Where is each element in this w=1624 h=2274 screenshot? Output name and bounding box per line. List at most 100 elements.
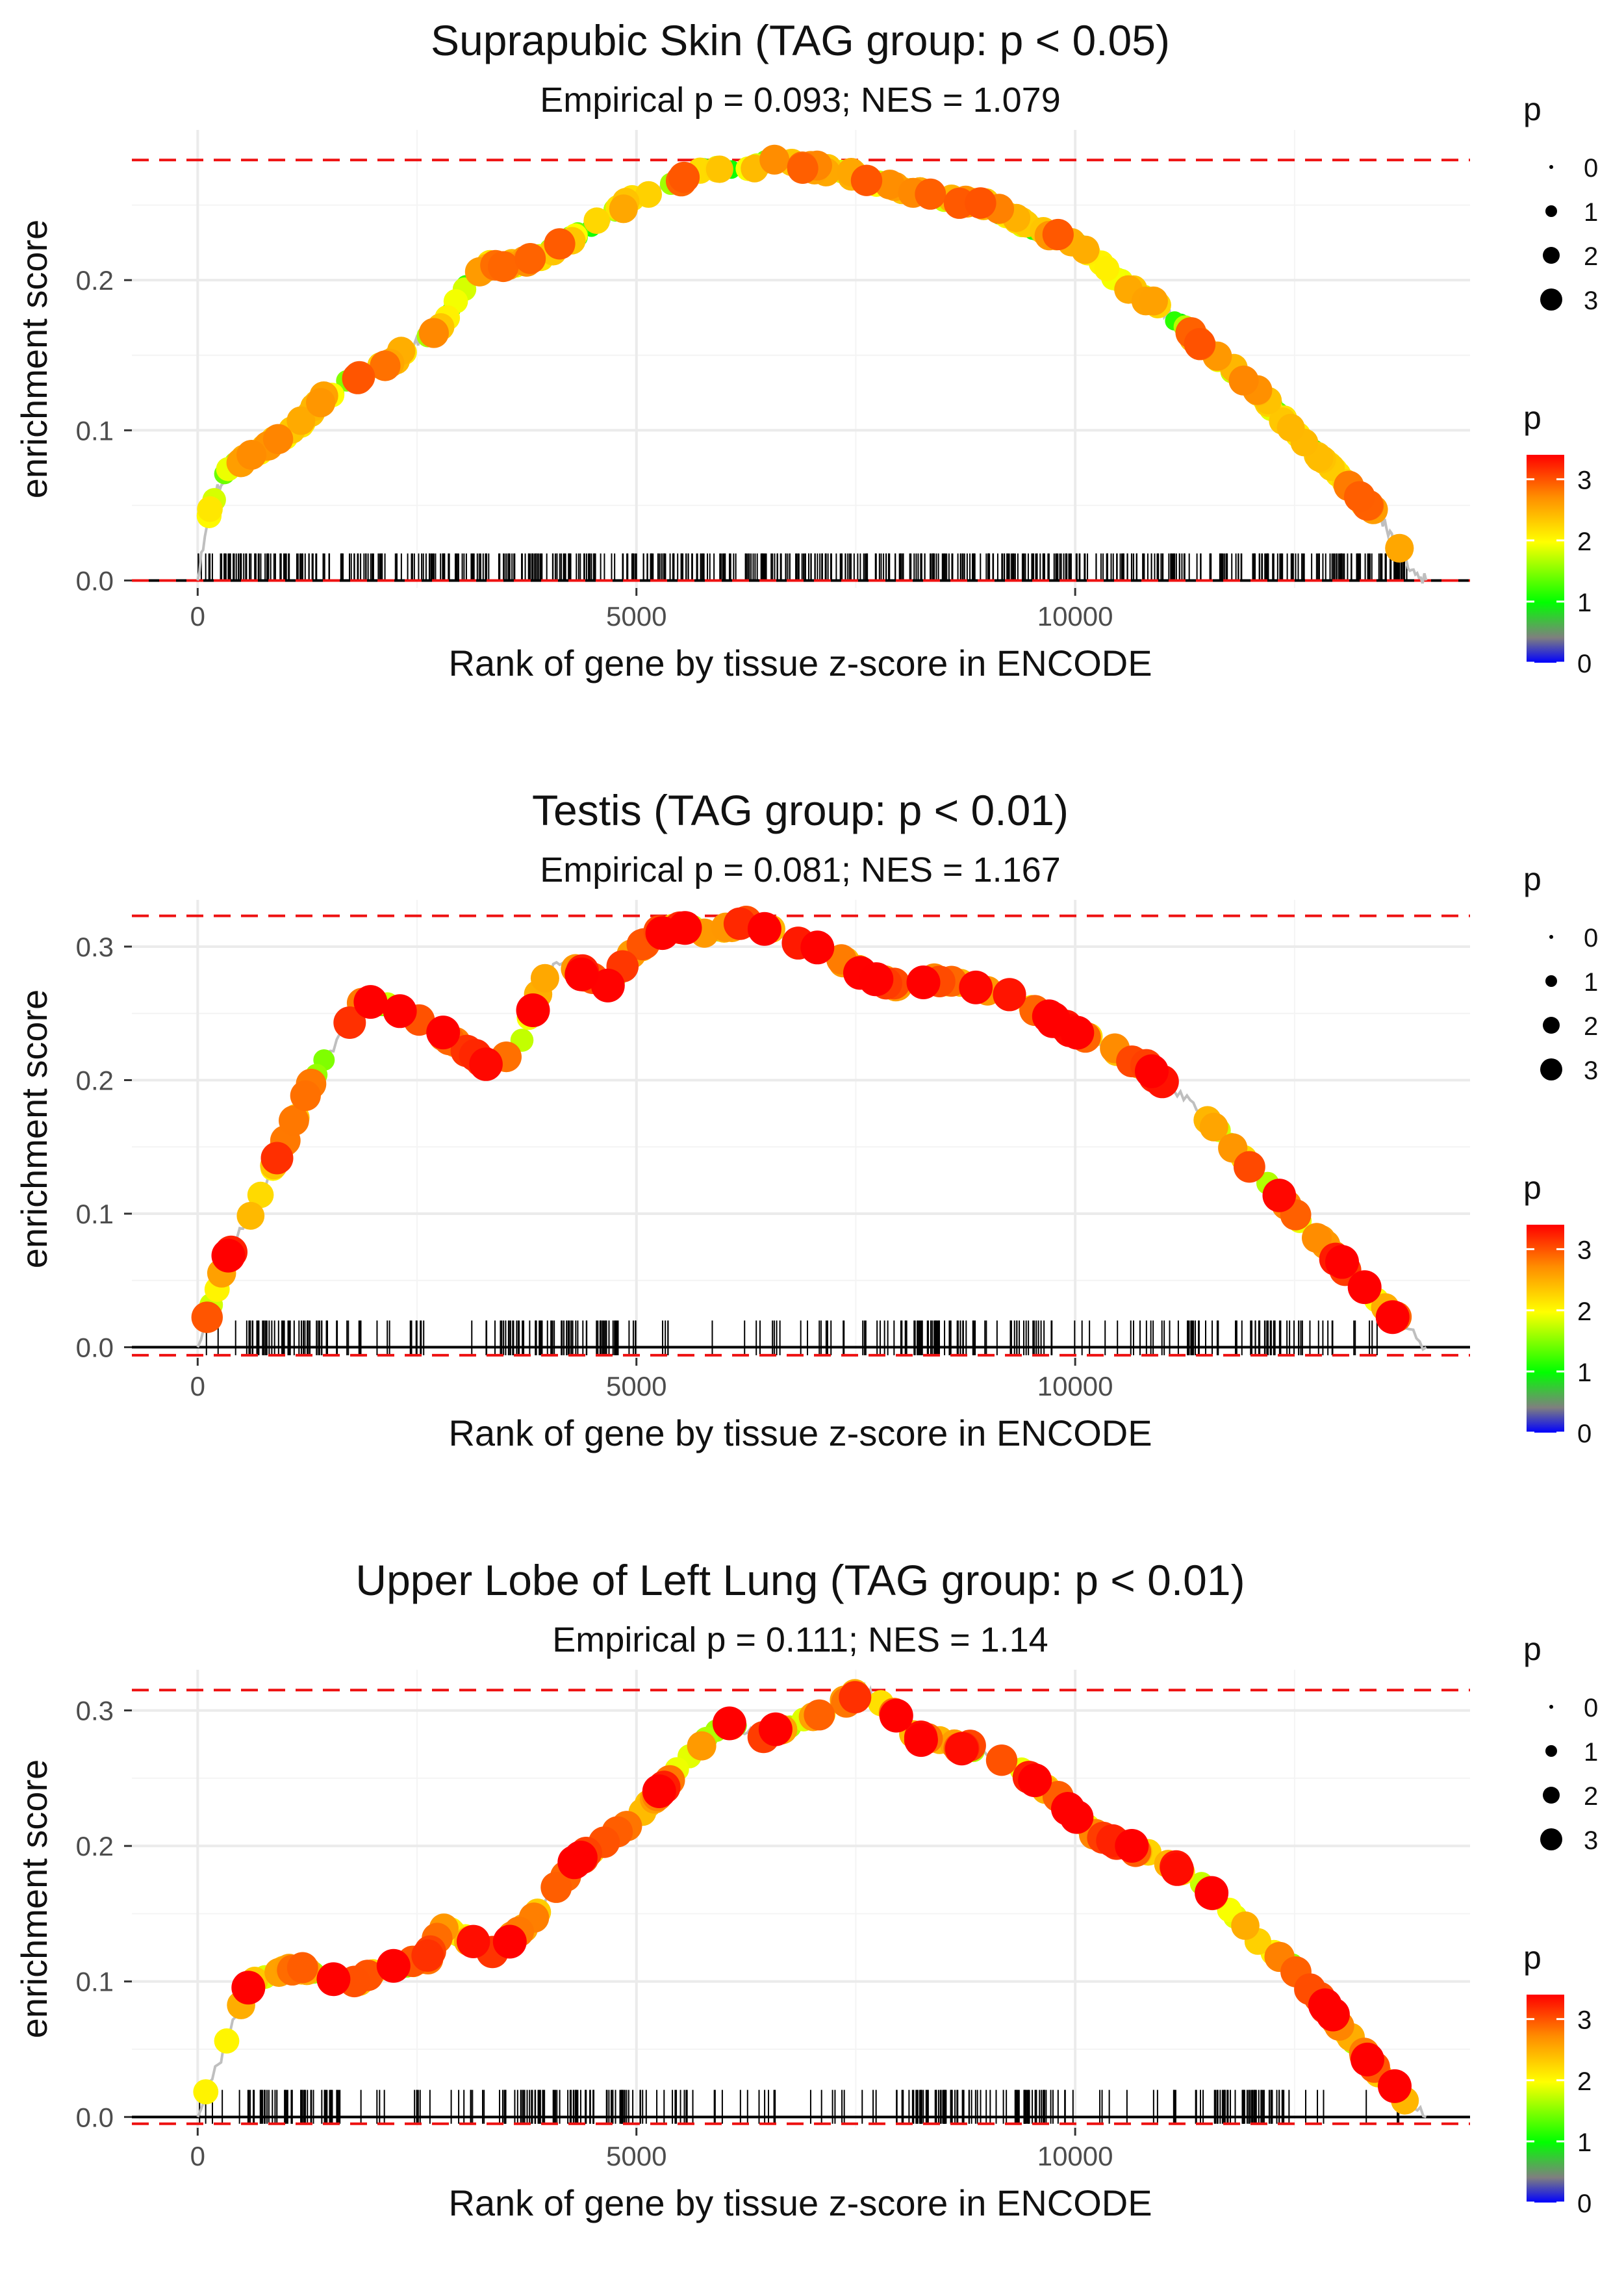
data-point [383,994,417,1028]
data-point [583,207,611,235]
y-tick-label: 0.0 [76,2102,114,2132]
size-legend-dot [1545,205,1557,217]
data-point [236,1201,265,1230]
size-legend-dot [1545,975,1557,987]
data-point [492,1924,527,1959]
data-point [260,1142,294,1175]
data-point [1325,1245,1359,1279]
data-point [945,1731,979,1766]
y-tick-label: 0.3 [76,932,114,962]
color-legend-label: 3 [1577,466,1592,495]
x-axis-title: Rank of gene by tissue z-score in ENCODE [448,2182,1152,2223]
chart-subtitle: Empirical p = 0.081; NES = 1.167 [540,850,1060,889]
data-point [1228,365,1259,396]
color-legend-title: p [1523,1169,1542,1206]
data-point [197,496,223,522]
data-point [262,424,294,454]
size-legend-label: 1 [1584,1738,1598,1767]
data-point [1234,1151,1265,1183]
y-tick-label: 0.0 [76,1333,114,1363]
panel-2: Testis (TAG group: p < 0.01) Empirical p … [14,786,1598,1453]
size-legend-label: 1 [1584,198,1598,227]
y-tick-label: 0.1 [76,1199,114,1229]
data-point [540,1871,572,1903]
data-point [279,1105,309,1136]
data-point [231,1971,266,2005]
data-point [1115,1829,1149,1863]
y-tick-label: 0.2 [76,1065,114,1095]
data-point [333,1006,366,1039]
data-point [687,1731,717,1761]
size-legend-dot [1549,1705,1553,1709]
color-legend-bar [1527,455,1564,663]
x-axis-title: Rank of gene by tissue z-score in ENCODE [448,643,1152,683]
color-legend-title: p [1523,1939,1542,1976]
size-legend-dot [1543,247,1560,264]
y-tick-label: 0.1 [76,415,114,446]
data-point [191,1301,223,1333]
color-legend-title: p [1523,400,1542,436]
color-legend-label: 2 [1577,1297,1592,1326]
data-point [1351,2042,1384,2076]
data-point [1071,235,1100,264]
x-axis-title: Rank of gene by tissue z-score in ENCODE [448,1412,1152,1453]
data-point [516,993,550,1027]
data-point [469,1047,503,1081]
data-point [590,968,625,1003]
color-legend-label: 0 [1577,1420,1592,1448]
size-legend-label: 3 [1584,1826,1598,1855]
data-point [712,1706,746,1741]
data-point [850,164,883,196]
data-point [1385,533,1414,563]
data-point [1060,1016,1095,1050]
data-point [904,1723,938,1757]
data-point [514,243,546,274]
data-point [306,388,336,418]
data-point [286,1952,318,1984]
data-point [426,1016,461,1050]
data-point [993,978,1026,1012]
data-point [1199,1112,1228,1142]
size-legend-label: 2 [1584,1012,1598,1041]
enrichment-curve [196,1681,1427,2119]
data-point [985,1744,1018,1776]
data-point [316,1962,351,1997]
data-point [804,1699,835,1731]
color-legend-label: 0 [1577,2190,1592,2218]
data-point [635,181,663,208]
data-point [488,251,519,283]
data-point [1347,1270,1382,1305]
size-legend-label: 0 [1584,1694,1598,1722]
data-point [1195,1876,1229,1910]
data-point [747,912,781,946]
x-tick-label: 0 [190,2141,205,2171]
data-point [906,965,941,999]
data-point [1378,2069,1412,2103]
color-legend-label: 1 [1577,589,1592,617]
data-point [211,1238,246,1273]
y-tick-label: 0.2 [76,265,114,296]
size-legend-dot [1549,165,1553,169]
x-tick-label: 10000 [1037,601,1113,632]
data-point [370,350,401,381]
data-point [565,957,599,991]
size-legend-title: p [1523,91,1542,127]
data-point [236,440,267,470]
chart-title: Suprapubic Skin (TAG group: p < 0.05) [431,16,1170,64]
size-legend-dot [1540,288,1562,311]
data-point [800,930,835,965]
data-point [787,153,818,184]
data-point [1375,1300,1410,1335]
data-point [705,155,733,183]
data-point [342,363,374,394]
data-point [1042,218,1074,251]
data-point [1094,255,1120,281]
size-legend-label: 3 [1584,287,1598,315]
size-legend-dot [1540,1828,1562,1850]
data-point [563,1841,598,1874]
y-tick-label: 0.3 [76,1696,114,1726]
x-tick-label: 5000 [606,601,666,632]
data-point [642,1774,676,1808]
data-point [1276,413,1305,442]
